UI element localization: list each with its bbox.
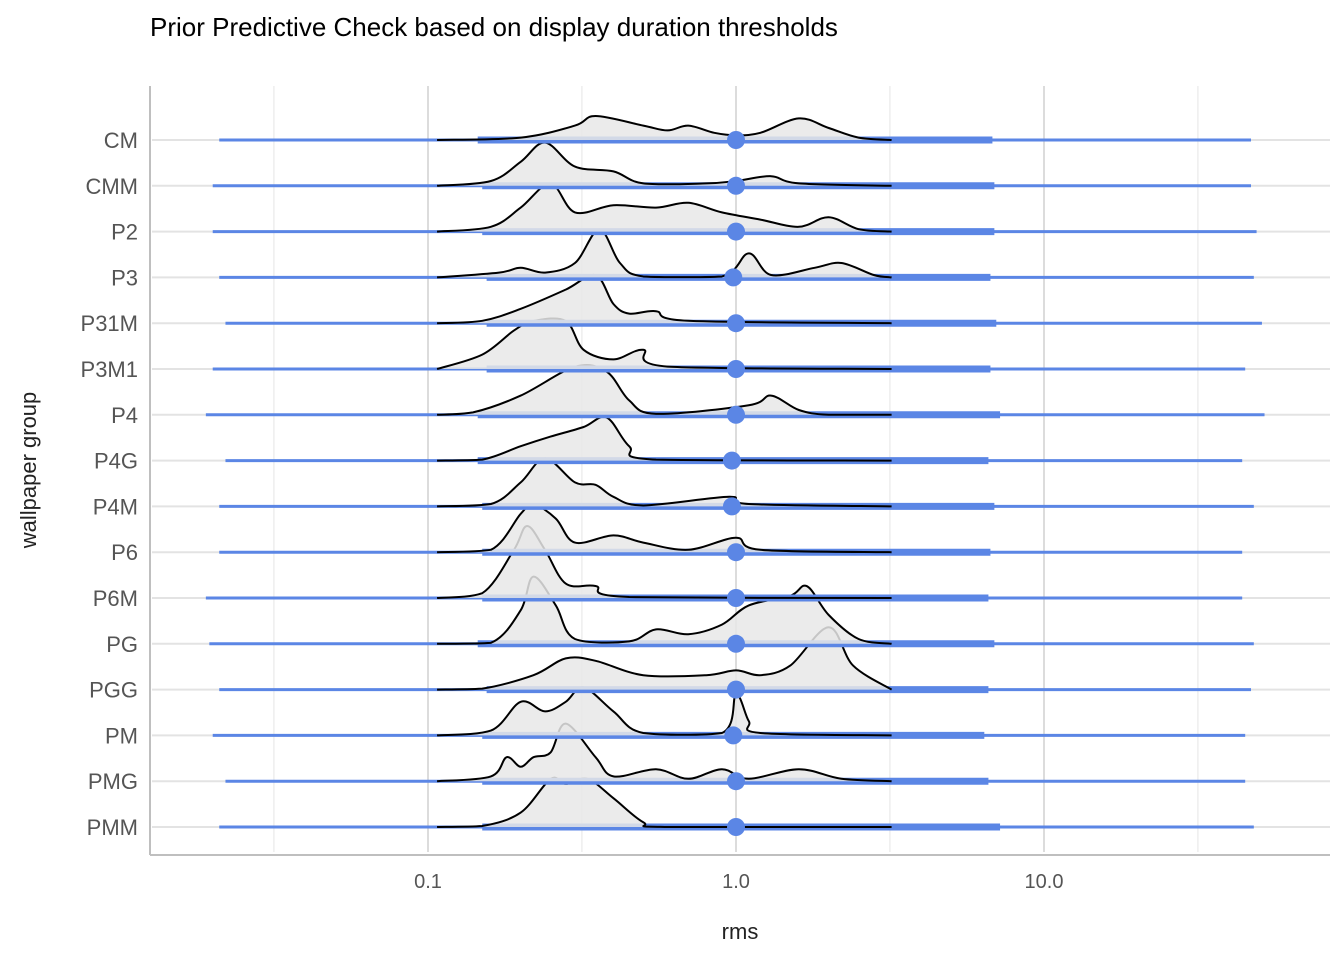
- density-fill: [437, 274, 892, 324]
- y-tick-label: P4M: [93, 494, 138, 519]
- ridge-group: [225, 415, 1243, 470]
- ridge-group: [205, 524, 1243, 607]
- density-fill: [437, 365, 892, 415]
- y-tick-label: P31M: [81, 311, 138, 336]
- y-tick-label: PGG: [89, 678, 138, 703]
- ridges: [205, 114, 1265, 836]
- point-estimate: [727, 405, 745, 424]
- y-tick-label: PMM: [87, 815, 138, 840]
- density-fill: [437, 318, 892, 369]
- y-tick-label: CM: [104, 128, 138, 153]
- point-estimate: [727, 680, 745, 699]
- density-curve: [437, 114, 892, 141]
- density-curve: [436, 317, 892, 370]
- density-fill: [437, 687, 892, 736]
- y-tick-label: P3M1: [81, 357, 138, 382]
- ridge-group: [212, 182, 1257, 241]
- ridge-group: [205, 364, 1265, 424]
- point-estimate: [727, 818, 745, 836]
- y-tick-label: PMG: [88, 769, 138, 794]
- ridge-group: [225, 273, 1262, 333]
- ridge-group: [225, 722, 1246, 791]
- density-curve: [437, 776, 892, 829]
- axes: [149, 86, 1330, 856]
- ridge-group: [219, 776, 1254, 836]
- density-curve: [436, 686, 892, 737]
- density-curve: [436, 141, 892, 187]
- ridge-group: [219, 503, 1243, 562]
- density-curve: [437, 503, 892, 554]
- y-tick-label: P6: [111, 540, 138, 565]
- density-curve: [436, 364, 892, 416]
- point-estimate: [724, 726, 743, 745]
- y-tick-label: P3: [111, 265, 138, 290]
- ridge-group: [209, 575, 1254, 653]
- ridge-group: [219, 228, 1254, 287]
- density-fill: [437, 526, 892, 598]
- x-tick-label: 10.0: [1025, 871, 1064, 893]
- density-fill: [437, 504, 892, 553]
- point-estimate: [727, 543, 745, 562]
- density-curve: [436, 228, 892, 279]
- ridge-group: [212, 686, 1246, 745]
- density-fill: [437, 229, 892, 278]
- ridge-group: [219, 626, 1252, 699]
- ridge-group: [219, 114, 1252, 149]
- density-fill: [437, 627, 892, 690]
- point-estimate: [727, 176, 745, 195]
- y-tick-label: PM: [105, 723, 138, 748]
- density-curve: [436, 524, 892, 599]
- point-estimate: [722, 451, 741, 470]
- y-tick-labels: PMM PMG PM PGG PG P6M P6 P4M P4G P4 P3M1 P31M P3 P2 CM…: [81, 128, 138, 840]
- density-fill: [437, 777, 892, 827]
- density-curve: [436, 182, 892, 233]
- chart-title: Prior Predictive Check based on display …: [150, 12, 838, 42]
- y-tick-label: PG: [106, 632, 138, 657]
- y-tick-label: P2: [111, 220, 138, 245]
- density-fill: [437, 458, 892, 507]
- density-fill: [437, 723, 892, 782]
- point-estimate: [727, 131, 745, 149]
- y-tick-label: P4G: [94, 449, 138, 474]
- x-tick-labels: 0.1 1.0 10.0: [414, 871, 1063, 893]
- point-estimate: [722, 497, 741, 516]
- density-curve: [436, 273, 892, 325]
- point-estimate: [727, 589, 745, 607]
- ridge-group: [212, 141, 1252, 195]
- y-tick-label: CMM: [85, 174, 138, 199]
- point-estimate: [727, 222, 745, 241]
- x-tick-label: 1.0: [722, 871, 750, 893]
- ridge-group: [219, 457, 1254, 516]
- ridge-group: [212, 317, 1246, 378]
- point-estimate: [727, 360, 745, 378]
- point-estimate: [724, 268, 743, 287]
- density-curve: [437, 415, 892, 462]
- y-tick-label: P6M: [93, 586, 138, 611]
- density-fill: [437, 576, 892, 644]
- x-tick-label: 0.1: [414, 871, 442, 893]
- point-estimate: [727, 314, 745, 333]
- density-fill: [437, 142, 892, 186]
- y-axis-label: wallpaper group: [16, 392, 41, 550]
- y-tick-label: P4: [111, 403, 138, 428]
- density-fill: [437, 416, 892, 461]
- point-estimate: [727, 634, 745, 653]
- point-estimate: [727, 772, 745, 791]
- x-axis-label: rms: [722, 919, 759, 944]
- density-fill: [437, 116, 892, 140]
- density-curve: [436, 722, 892, 783]
